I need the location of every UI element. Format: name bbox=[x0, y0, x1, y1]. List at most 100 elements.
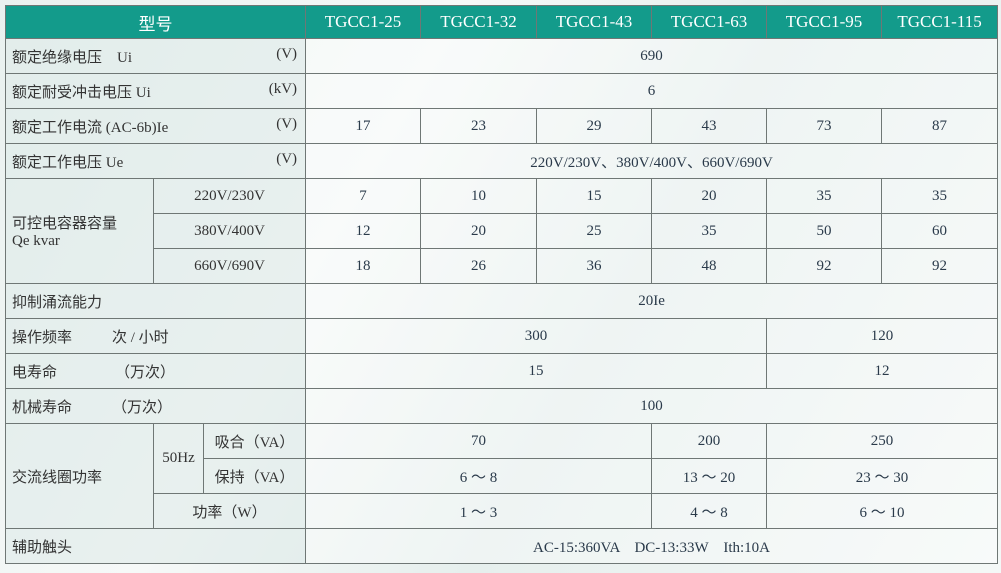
row-label: 抑制涌流能力 bbox=[4, 283, 307, 319]
model-header: TGCC1-32 bbox=[420, 5, 538, 39]
model-header: TGCC1-115 bbox=[881, 5, 999, 39]
cell: AC-15:360VA DC-13:33W Ith:10A bbox=[305, 528, 999, 564]
table-row: 电寿命 （万次） 15 12 bbox=[4, 353, 999, 389]
label-text: 机械寿命 bbox=[12, 399, 73, 416]
cell: 36 bbox=[536, 248, 653, 284]
cell: 7 bbox=[305, 178, 422, 214]
table-row: 抑制涌流能力 20Ie bbox=[4, 283, 999, 319]
cell: 29 bbox=[536, 108, 653, 144]
cell: 35 bbox=[766, 178, 883, 214]
row-label: 额定工作电流 (AC-6b)Ie (V) bbox=[4, 108, 307, 144]
sub-label: 保持（VA） bbox=[202, 458, 307, 494]
cell: 300 bbox=[305, 318, 768, 354]
cell: 18 bbox=[305, 248, 422, 284]
sub-label: 380V/400V bbox=[152, 213, 307, 249]
cell: 120 bbox=[766, 318, 999, 354]
label-text: 额定耐受冲击电压 Ui bbox=[12, 84, 151, 101]
unit: (V) bbox=[276, 45, 298, 62]
table-row: 保持（VA） 6 ～ 8 13 ～ 20 23 ～ 30 bbox=[6, 458, 999, 494]
row-label: 操作频率 次 / 小时 bbox=[4, 318, 307, 354]
cell: 17 bbox=[305, 108, 422, 144]
cell: 70 bbox=[305, 423, 653, 459]
cell: 35 bbox=[651, 213, 768, 249]
table-row: 额定工作电流 (AC-6b)Ie (V) 17 23 29 43 73 87 bbox=[4, 108, 999, 144]
cell: 35 bbox=[881, 178, 999, 214]
sub-label: 220V/230V bbox=[152, 178, 307, 214]
row-label: 额定绝缘电压 Ui (V) bbox=[4, 38, 307, 74]
model-header: 型号 bbox=[4, 5, 307, 39]
label-text: 可控电容器容量 bbox=[12, 216, 118, 232]
unit: （万次） bbox=[115, 364, 176, 381]
spec-table: 型号 TGCC1-25 TGCC1-32 TGCC1-43 TGCC1-63 T… bbox=[4, 5, 999, 564]
cell: 250 bbox=[766, 423, 999, 459]
cell: 87 bbox=[881, 108, 999, 144]
cell: 200 bbox=[651, 423, 768, 459]
table-row: 额定耐受冲击电压 Ui (kV) 6 bbox=[4, 73, 999, 109]
table-row: 380V/400V 12 20 25 35 50 60 bbox=[6, 213, 999, 249]
label-text: 额定绝缘电压 Ui bbox=[12, 49, 133, 66]
cell: 23 bbox=[420, 108, 538, 144]
cell: 73 bbox=[766, 108, 883, 144]
cell: 6 ～ 8 bbox=[305, 458, 653, 494]
model-header: TGCC1-25 bbox=[305, 5, 422, 39]
cell: 92 bbox=[766, 248, 883, 284]
cell: 23 ～ 30 bbox=[766, 458, 999, 494]
unit: (kV) bbox=[268, 80, 298, 97]
cell: 20Ie bbox=[305, 283, 999, 319]
cell: 12 bbox=[766, 353, 999, 389]
cell: 43 bbox=[651, 108, 768, 144]
cell: 20 bbox=[420, 213, 538, 249]
table-row: 额定工作电压 Ue (V) 220V/230V、380V/400V、660V/69… bbox=[4, 143, 999, 179]
row-label: 额定工作电压 Ue (V) bbox=[4, 143, 307, 179]
cell: 15 bbox=[536, 178, 653, 214]
cell: 10 bbox=[420, 178, 538, 214]
label-text: 额定工作电压 Ue bbox=[12, 154, 124, 171]
table-row: 机械寿命 （万次） 100 bbox=[4, 388, 999, 424]
label-text: 操作频率 bbox=[12, 329, 73, 346]
cell: 6 ～ 10 bbox=[766, 493, 999, 529]
sub-label: 功率（W） bbox=[152, 493, 307, 529]
table-row: 额定绝缘电压 Ui (V) 690 bbox=[4, 38, 999, 74]
cell: 1 ～ 3 bbox=[305, 493, 653, 529]
cell: 6 bbox=[305, 73, 999, 109]
cell: 690 bbox=[305, 38, 999, 74]
cell: 12 bbox=[305, 213, 422, 249]
unit: (V) bbox=[276, 150, 298, 167]
cell: 100 bbox=[305, 388, 999, 424]
table-row: 交流线圈功率 50Hz 吸合（VA） 70 200 250 bbox=[5, 423, 999, 529]
label-text: 额定工作电流 (AC-6b)Ie bbox=[12, 119, 169, 136]
model-header: TGCC1-95 bbox=[766, 5, 883, 39]
table-row: 660V/690V 18 26 36 48 92 92 bbox=[6, 248, 999, 284]
row-label: 额定耐受冲击电压 Ui (kV) bbox=[4, 73, 307, 109]
cell: 20 bbox=[651, 178, 768, 214]
model-header: TGCC1-43 bbox=[536, 5, 653, 39]
unit: 次 / 小时 bbox=[112, 329, 169, 346]
cell: 50 bbox=[766, 213, 883, 249]
table-row: 可控电容器容量 Qe kvar 220V/230V 7 10 15 20 35 3… bbox=[5, 178, 999, 284]
unit: (V) bbox=[276, 115, 298, 132]
cell: 26 bbox=[420, 248, 538, 284]
table-row: 功率（W） 1 ～ 3 4 ～ 8 6 ～ 10 bbox=[6, 493, 999, 529]
unit: （万次） bbox=[112, 399, 173, 416]
label-text: Qe kvar bbox=[12, 233, 60, 249]
cell: 15 bbox=[305, 353, 768, 389]
cell: 92 bbox=[881, 248, 999, 284]
row-label: 辅助触头 bbox=[4, 528, 307, 564]
sub-label: 660V/690V bbox=[152, 248, 307, 284]
cell: 4 ～ 8 bbox=[651, 493, 768, 529]
cell: 220V/230V、380V/400V、660V/690V bbox=[305, 143, 999, 179]
table-row: 操作频率 次 / 小时 300 120 bbox=[4, 318, 999, 354]
cell: 25 bbox=[536, 213, 653, 249]
table-row: 辅助触头 AC-15:360VA DC-13:33W Ith:10A bbox=[4, 528, 999, 564]
label-text: 电寿命 bbox=[12, 364, 58, 381]
row-label: 可控电容器容量 Qe kvar bbox=[5, 178, 154, 284]
header-row: 型号 TGCC1-25 TGCC1-32 TGCC1-43 TGCC1-63 T… bbox=[4, 5, 999, 39]
sub-label: 50Hz bbox=[153, 423, 204, 494]
model-header: TGCC1-63 bbox=[651, 5, 768, 39]
row-label: 机械寿命 （万次） bbox=[4, 388, 307, 424]
cell: 13 ～ 20 bbox=[651, 458, 768, 494]
row-label: 交流线圈功率 bbox=[5, 423, 154, 529]
cell: 48 bbox=[651, 248, 768, 284]
row-label: 电寿命 （万次） bbox=[4, 353, 307, 389]
sub-label: 吸合（VA） bbox=[202, 423, 307, 459]
